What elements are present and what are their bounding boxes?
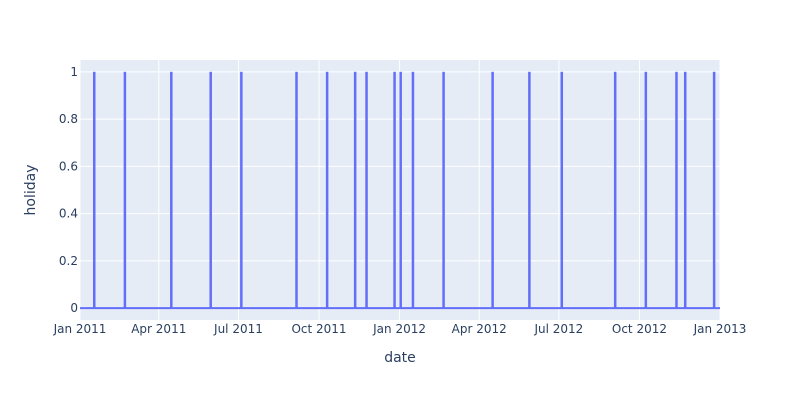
holiday-spike <box>240 71 243 309</box>
holiday-spike <box>560 71 564 309</box>
y-axis-ticks: 0 0.2 0.4 0.6 0.8 1 <box>59 65 78 315</box>
x-axis-ticks: Jan 2011 Apr 2011 Jul 2011 Oct 2011 Jan 2012… <box>53 322 747 336</box>
holiday-spike <box>399 71 402 309</box>
y-tick-label: 1 <box>70 65 78 79</box>
series-holiday <box>80 71 720 310</box>
holiday-spike <box>393 71 396 309</box>
holiday-spike <box>365 71 368 309</box>
holiday-spike <box>644 71 648 309</box>
x-tick-label: Jul 2012 <box>533 322 583 336</box>
x-tick-label: Jan 2012 <box>372 322 426 336</box>
holiday-spike <box>123 71 127 309</box>
y-tick-label: 0.2 <box>59 254 78 268</box>
y-tick-label: 0.6 <box>59 159 78 173</box>
holiday-spike <box>683 71 687 309</box>
x-tick-label: Jan 2013 <box>693 322 747 336</box>
y-tick-label: 0 <box>70 301 78 315</box>
holiday-spike <box>675 71 678 309</box>
holiday-spike <box>613 71 617 309</box>
holiday-spike <box>712 71 716 309</box>
x-tick-label: Oct 2012 <box>612 322 667 336</box>
holiday-spike <box>325 71 329 309</box>
holiday-spike <box>93 71 96 309</box>
holiday-spike <box>491 71 494 309</box>
y-axis-title: holiday <box>23 165 39 216</box>
holiday-spike <box>295 71 298 309</box>
x-tick-label: Apr 2011 <box>131 322 186 336</box>
y-tick-label: 0.8 <box>59 112 78 126</box>
x-tick-label: Apr 2012 <box>452 322 507 336</box>
y-tick-label: 0.4 <box>59 207 78 221</box>
holiday-spike <box>353 71 357 309</box>
x-tick-label: Jul 2011 <box>213 322 263 336</box>
holiday-spike <box>442 71 445 309</box>
x-tick-label: Jan 2011 <box>53 322 107 336</box>
holiday-spike <box>209 71 212 309</box>
holiday-spike <box>528 71 531 309</box>
holiday-spike <box>411 71 415 309</box>
x-tick-label: Oct 2011 <box>291 322 346 336</box>
holiday-spike <box>170 71 173 309</box>
x-axis-title: date <box>384 350 416 366</box>
